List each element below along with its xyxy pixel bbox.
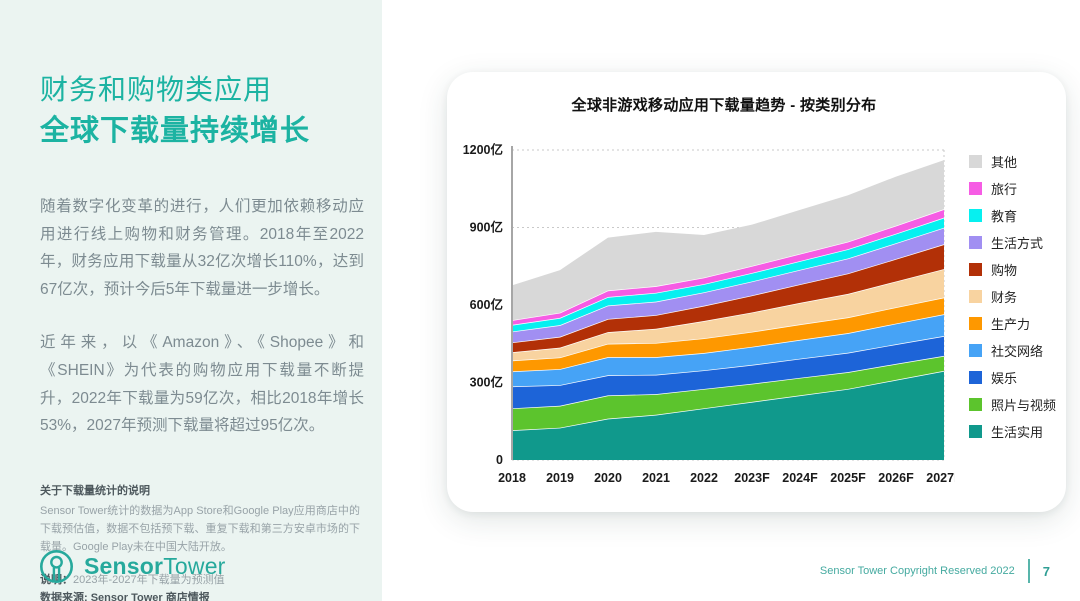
svg-text:2023F: 2023F: [734, 471, 770, 485]
svg-text:2020: 2020: [594, 471, 622, 485]
copyright-text: Sensor Tower Copyright Reserved 2022: [819, 565, 1015, 577]
plot-column: 全球非游戏移动应用下载量趋势 - 按类别分布 0 300亿 600亿 900亿 1200…: [463, 94, 955, 489]
svg-text:600亿: 600亿: [470, 297, 503, 312]
svg-text:300亿: 300亿: [470, 375, 503, 390]
legend-item: 生活实用: [969, 422, 1056, 441]
legend-item: 其他: [969, 152, 1056, 171]
svg-text:2018: 2018: [498, 471, 526, 485]
svg-text:2019: 2019: [546, 471, 574, 485]
legend-item: 财务: [969, 287, 1056, 306]
legend-swatch: [969, 371, 982, 384]
chart-card: 全球非游戏移动应用下载量趋势 - 按类别分布 0 300亿 600亿 900亿 1200…: [447, 72, 1066, 512]
wordmark-bold: Sensor: [84, 553, 164, 579]
svg-text:0: 0: [496, 453, 503, 467]
body-paragraph-1: 随着数字化变革的进行，人们更加依赖移动应用进行线上购物和财务管理。2018年至2…: [40, 198, 364, 298]
sensor-tower-logo-icon: [40, 550, 73, 583]
legend-item: 社交网络: [969, 341, 1056, 360]
legend-label: 旅行: [991, 182, 1018, 197]
legend-item: 生活方式: [969, 233, 1056, 252]
legend-swatch: [969, 344, 982, 357]
svg-text:900亿: 900亿: [470, 220, 503, 235]
legend-label: 其他: [991, 155, 1018, 170]
body-paragraph-2: 近年来，以《Amazon》、《Shopee》和《SHEIN》为代表的购物应用下载…: [40, 334, 364, 435]
legend-swatch: [969, 182, 982, 195]
svg-text:2021: 2021: [642, 471, 670, 485]
note-body: Sensor Tower统计的数据为App Store和Google Play应…: [40, 504, 360, 553]
legend-item: 娱乐: [969, 368, 1056, 387]
footnote-label: 说明：: [40, 574, 73, 587]
svg-text:2024F: 2024F: [782, 471, 818, 485]
legend-label: 生产力: [991, 317, 1031, 332]
chart-title: 全球非游戏移动应用下载量趋势 - 按类别分布: [571, 97, 877, 114]
stacked-area-chart: 0 300亿 600亿 900亿 1200亿 2018 2019 2020 2021 2022 20…: [463, 142, 955, 485]
svg-text:2025F: 2025F: [830, 471, 866, 485]
page-title-line2: 全球下载量持续增长: [40, 115, 311, 148]
legend-label: 生活实用: [991, 425, 1044, 440]
legend-swatch: [969, 398, 982, 411]
page-title-line1: 财务和购物类应用: [40, 74, 273, 105]
sensor-tower-logo: SensorTower: [38, 548, 226, 585]
wordmark-regular: Tower: [163, 553, 226, 579]
legend-item: 购物: [969, 260, 1056, 279]
chart-legend: 其他旅行教育生活方式购物财务生产力社交网络娱乐照片与视频生活实用: [955, 152, 1056, 489]
legend-label: 照片与视频: [991, 398, 1057, 413]
legend-swatch: [969, 209, 982, 222]
footnote-text: 2023年-2027年下载量为预测值: [73, 574, 225, 587]
legend-item: 教育: [969, 206, 1056, 225]
note-heading: 关于下载量统计的说明: [40, 484, 150, 497]
footer: Sensor Tower Copyright Reserved 2022 7: [820, 559, 1064, 583]
legend-label: 生活方式: [991, 236, 1044, 251]
legend-swatch: [969, 155, 982, 168]
svg-text:2026F: 2026F: [878, 471, 914, 485]
legend-label: 购物: [991, 263, 1018, 278]
svg-text:2027F: 2027F: [926, 471, 955, 485]
page-number: 7: [1042, 563, 1050, 579]
svg-text:1200亿: 1200亿: [463, 142, 503, 157]
legend-swatch: [969, 290, 982, 303]
sidebar-panel: 财务和购物类应用 全球下载量持续增长 随着数字化变革的进行，人们更加依赖移动应用…: [0, 0, 382, 601]
legend-item: 生产力: [969, 314, 1056, 333]
legend-swatch: [969, 317, 982, 330]
legend-item: 照片与视频: [969, 395, 1056, 414]
forecast-footnote: 说明：2023年-2027年下载量为预测值: [40, 572, 358, 590]
svg-text:2022: 2022: [690, 471, 718, 485]
data-source-line: 数据来源: Sensor Tower 商店情报: [40, 591, 210, 601]
sensor-tower-wordmark: SensorTower: [84, 553, 226, 580]
legend-swatch: [969, 263, 982, 276]
footer-divider: [1027, 559, 1030, 583]
legend-label: 娱乐: [991, 371, 1018, 386]
legend-swatch: [969, 236, 982, 249]
legend-label: 教育: [991, 209, 1018, 224]
legend-label: 财务: [991, 290, 1018, 305]
legend-label: 社交网络: [991, 344, 1044, 359]
legend-swatch: [969, 425, 982, 438]
legend-item: 旅行: [969, 179, 1056, 198]
